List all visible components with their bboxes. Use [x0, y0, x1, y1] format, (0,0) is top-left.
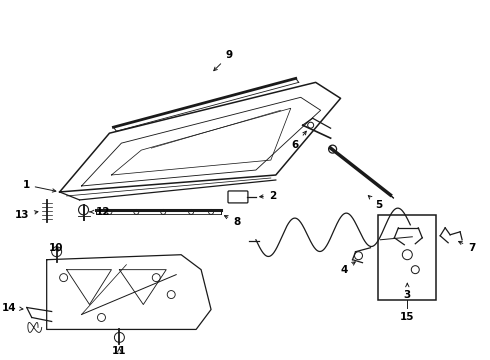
Text: 9: 9 [214, 50, 233, 71]
Text: 8: 8 [224, 216, 240, 227]
Text: 5: 5 [368, 195, 382, 210]
Text: 6: 6 [292, 131, 306, 150]
Text: 13: 13 [15, 210, 38, 220]
Text: 15: 15 [400, 311, 415, 321]
Text: 12: 12 [90, 207, 110, 217]
Text: 7: 7 [459, 241, 475, 253]
Text: 4: 4 [340, 262, 355, 275]
Text: 2: 2 [260, 191, 276, 201]
Text: 1: 1 [23, 180, 56, 192]
Text: 14: 14 [2, 302, 23, 312]
Text: 11: 11 [112, 346, 126, 356]
Text: 10: 10 [49, 243, 64, 253]
Text: 3: 3 [404, 283, 411, 300]
Bar [378, 215, 436, 300]
